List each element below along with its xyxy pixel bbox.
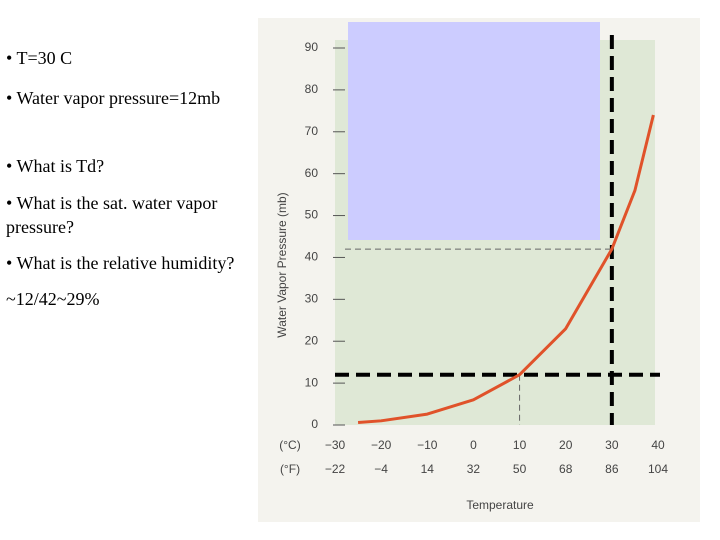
x2-tick-label: −22: [325, 462, 346, 476]
x2-tick-label: 32: [467, 462, 481, 476]
x-unit-label: (°C): [279, 438, 300, 452]
y-tick-label: 50: [305, 208, 319, 222]
bullet: • T=30 C: [6, 48, 73, 68]
x-tick-label: 0: [470, 438, 477, 452]
y-tick-label: 0: [311, 417, 318, 431]
y-tick-label: 60: [305, 166, 319, 180]
y-tick-label: 10: [305, 375, 319, 389]
y-tick-label: 30: [305, 292, 319, 306]
bullet: • Water vapor pressure=12mb: [6, 88, 221, 108]
y-tick-label: 80: [305, 82, 319, 96]
y-tick-label: 20: [305, 333, 319, 347]
bullet: • What is Td?: [6, 156, 105, 176]
cover-box: [348, 22, 600, 240]
bullet: • What is the relative humidity?: [6, 253, 235, 273]
x2-tick-label: −4: [374, 462, 388, 476]
x-tick-label: −10: [417, 438, 438, 452]
x-tick-label: 40: [651, 438, 665, 452]
x2-tick-label: 14: [421, 462, 435, 476]
x-tick-label: 20: [559, 438, 573, 452]
x2-unit-label: (°F): [280, 462, 300, 476]
curve: [357, 114, 655, 424]
x2-tick-label: 86: [605, 462, 619, 476]
x-axis-label: Temperature: [466, 498, 534, 512]
x2-tick-label: 68: [559, 462, 573, 476]
x2-tick-label: 104: [648, 462, 668, 476]
answer: ~12/42~29%: [6, 289, 100, 309]
bullet: • What is the sat. water vapor pressure?: [6, 193, 218, 237]
x-tick-label: 30: [605, 438, 619, 452]
x-tick-label: −20: [371, 438, 392, 452]
x-tick-label: −30: [325, 438, 346, 452]
y-tick-label: 40: [305, 250, 319, 264]
x2-tick-label: 50: [513, 462, 527, 476]
y-tick-label: 70: [305, 124, 319, 138]
y-tick-label: 90: [305, 40, 319, 54]
x-tick-label: 10: [513, 438, 527, 452]
y-axis-label: Water Vapor Pressure (mb): [275, 192, 289, 337]
